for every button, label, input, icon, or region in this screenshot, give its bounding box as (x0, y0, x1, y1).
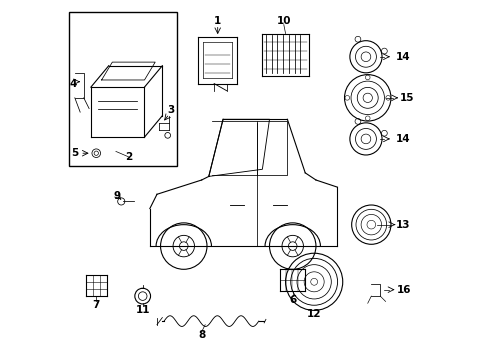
Text: 11: 11 (135, 305, 150, 315)
Bar (69, 12, 176, 166)
Text: 8: 8 (198, 330, 205, 341)
Text: 5: 5 (71, 148, 78, 158)
Text: 10: 10 (276, 16, 290, 26)
Text: 6: 6 (288, 295, 296, 305)
Text: 14: 14 (395, 134, 410, 144)
Text: 12: 12 (306, 309, 321, 319)
Text: 14: 14 (395, 52, 410, 62)
Text: 15: 15 (399, 93, 413, 103)
Text: 4: 4 (69, 78, 77, 89)
Text: 13: 13 (395, 220, 410, 230)
Text: 16: 16 (396, 285, 411, 295)
Text: 9: 9 (113, 191, 120, 201)
Text: 7: 7 (92, 300, 100, 310)
Text: 1: 1 (214, 16, 221, 26)
Text: 2: 2 (124, 152, 132, 162)
Text: 3: 3 (167, 105, 175, 115)
